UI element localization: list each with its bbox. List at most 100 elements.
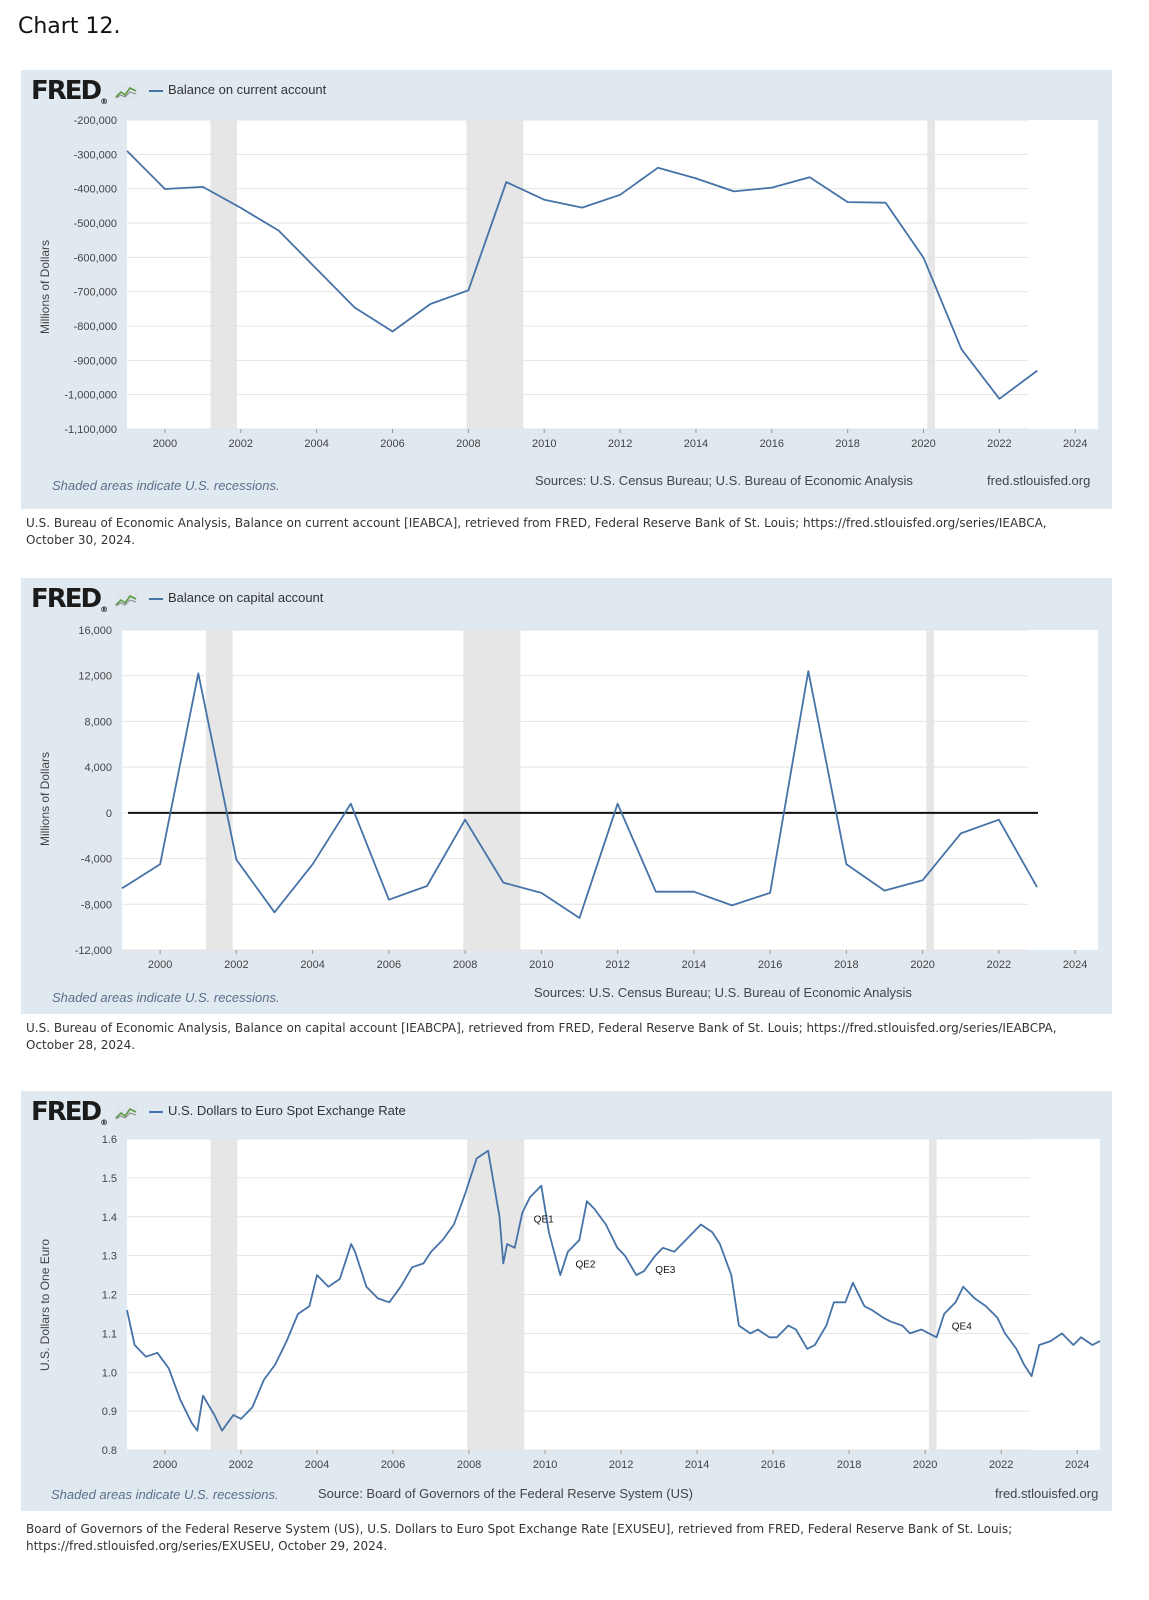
x-tick-label: 2002 — [224, 959, 248, 971]
x-tick-label: 2014 — [684, 438, 708, 450]
plot-area — [122, 630, 1098, 950]
x-tick-label: 2018 — [837, 1459, 861, 1471]
x-tick-label: 2014 — [682, 959, 706, 971]
chart-page-title: Chart 12. — [18, 14, 121, 39]
recession-note: Shaded areas indicate U.S. recessions. — [52, 990, 280, 1005]
legend-label: Balance on current account — [168, 82, 327, 97]
x-tick-label: 2004 — [304, 438, 328, 450]
recession-shade — [463, 630, 521, 950]
y-tick-label: -8,000 — [81, 899, 112, 911]
x-tick-label: 2018 — [835, 438, 859, 450]
y-tick-label: -300,000 — [74, 149, 117, 161]
x-tick-label: 2020 — [913, 1459, 937, 1471]
y-tick-label: -4,000 — [81, 854, 112, 866]
x-tick-label: 2010 — [532, 438, 556, 450]
legend-swatch — [149, 598, 163, 600]
fred-logo[interactable]: FRED® — [31, 1097, 108, 1127]
x-tick-label: 2004 — [305, 1459, 329, 1471]
y-tick-label: -200,000 — [74, 115, 117, 127]
x-tick-label: 2012 — [608, 438, 632, 450]
x-tick-label: 2020 — [910, 959, 934, 971]
citation-exchange-rate: Board of Governors of the Federal Reserv… — [26, 1521, 1106, 1555]
y-tick-label: 1.5 — [102, 1173, 117, 1185]
x-tick-label: 2008 — [457, 1459, 481, 1471]
series-line — [126, 1149, 1101, 1432]
series-line — [121, 670, 1038, 919]
y-tick-label: -800,000 — [74, 321, 117, 333]
y-tick-label: 0 — [106, 808, 112, 820]
x-tick-label: 2000 — [153, 438, 177, 450]
x-tick-label: 2024 — [1063, 959, 1087, 971]
annotation-qe1: QE1 — [534, 1215, 554, 1226]
citation-line-2: October 28, 2024. — [26, 1038, 136, 1052]
fred-site-link[interactable]: fred.stlouisfed.org — [987, 473, 1091, 488]
recession-note: Shaded areas indicate U.S. recessions. — [52, 478, 280, 493]
x-tick-label: 2006 — [381, 1459, 405, 1471]
fred-sparkline-icon — [115, 1105, 137, 1121]
y-tick-label: 1.3 — [102, 1251, 117, 1263]
source-text: Sources: U.S. Census Bureau; U.S. Bureau… — [535, 473, 913, 488]
recession-shade — [210, 120, 237, 429]
recession-shade — [205, 630, 233, 950]
citation-line-2: October 30, 2024. — [26, 533, 136, 547]
annotation-qe2: QE2 — [575, 1259, 595, 1270]
y-tick-label: -400,000 — [74, 184, 117, 196]
fred-logo[interactable]: FRED® — [31, 76, 108, 106]
citation-capital-account: U.S. Bureau of Economic Analysis, Balanc… — [26, 1020, 1106, 1054]
y-tick-label: -1,100,000 — [64, 424, 117, 436]
citation-line-1: U.S. Bureau of Economic Analysis, Balanc… — [26, 516, 1047, 530]
y-tick-label: 1.1 — [102, 1328, 117, 1340]
x-tick-label: 2010 — [533, 1459, 557, 1471]
y-tick-label: -12,000 — [75, 945, 112, 957]
x-tick-label: 2000 — [148, 959, 172, 971]
y-tick-label: 1.6 — [102, 1134, 117, 1146]
legend-swatch — [149, 1111, 163, 1113]
legend-label: U.S. Dollars to Euro Spot Exchange Rate — [168, 1103, 406, 1118]
recession-shade — [466, 120, 524, 429]
line-chart-exchange-rate: 1.6 1.5 1.4 1.3 1.2 1.1 1.0 0.9 0.8 2000 2002 2004 2… — [102, 1134, 1101, 1471]
y-tick-label: -900,000 — [74, 355, 117, 367]
x-tick-label: 2014 — [685, 1459, 709, 1471]
source-text: Sources: U.S. Census Bureau; U.S. Bureau… — [534, 985, 912, 1000]
citation-line-2: https://fred.stlouisfed.org/series/EXUSE… — [26, 1539, 388, 1553]
x-tick-label: 2012 — [609, 1459, 633, 1471]
x-tick-label: 2008 — [453, 959, 477, 971]
annotation-qe4: QE4 — [952, 1321, 972, 1332]
source-text: Source: Board of Governors of the Federa… — [318, 1486, 693, 1501]
y-tick-label: -500,000 — [74, 218, 117, 230]
y-tick-label: 0.8 — [102, 1445, 117, 1457]
legend-swatch — [149, 90, 163, 92]
x-tick-label: 2016 — [760, 438, 784, 450]
x-tick-label: 2006 — [377, 959, 401, 971]
recession-shade — [926, 630, 935, 950]
y-tick-label: -600,000 — [74, 252, 117, 264]
y-tick-label: 1.4 — [102, 1212, 117, 1224]
x-tick-label: 2022 — [989, 1459, 1013, 1471]
y-tick-label: 8,000 — [84, 716, 112, 728]
annotation-qe3: QE3 — [655, 1265, 675, 1276]
fred-panel-current-account: FRED® Balance on current account Million… — [21, 70, 1112, 509]
fred-logo[interactable]: FRED® — [31, 584, 108, 614]
x-tick-label: 2012 — [605, 959, 629, 971]
citation-current-account: U.S. Bureau of Economic Analysis, Balanc… — [26, 515, 1106, 549]
fred-panel-capital-account: FRED® Balance on capital account Million… — [21, 578, 1112, 1014]
x-tick-label: 2002 — [229, 438, 253, 450]
x-tick-label: 2002 — [229, 1459, 253, 1471]
line-chart-current-account: -200,000 -300,000 -400,000 -500,000 -600,000… — [64, 115, 1098, 450]
fred-panel-exchange-rate: FRED® U.S. Dollars to Euro Spot Exchange… — [21, 1091, 1112, 1511]
fred-site-link[interactable]: fred.stlouisfed.org — [995, 1486, 1099, 1501]
y-tick-label: 4,000 — [84, 762, 112, 774]
x-tick-label: 2020 — [911, 438, 935, 450]
x-tick-label: 2006 — [380, 438, 404, 450]
x-tick-label: 2004 — [300, 959, 324, 971]
line-chart-capital-account: 16,000 12,000 8,000 4,000 0 -4,000 -8,000 -12,0… — [75, 625, 1098, 971]
y-tick-label: 1.0 — [102, 1367, 117, 1379]
x-tick-label: 2008 — [456, 438, 480, 450]
fred-sparkline-icon — [115, 592, 137, 608]
plot-area — [127, 120, 1098, 429]
citation-line-1: Board of Governors of the Federal Reserv… — [26, 1522, 1013, 1536]
x-tick-label: 2024 — [1063, 438, 1087, 450]
y-tick-label: -1,000,000 — [64, 390, 117, 402]
x-tick-label: 2016 — [761, 1459, 785, 1471]
x-tick-label: 2022 — [987, 438, 1011, 450]
